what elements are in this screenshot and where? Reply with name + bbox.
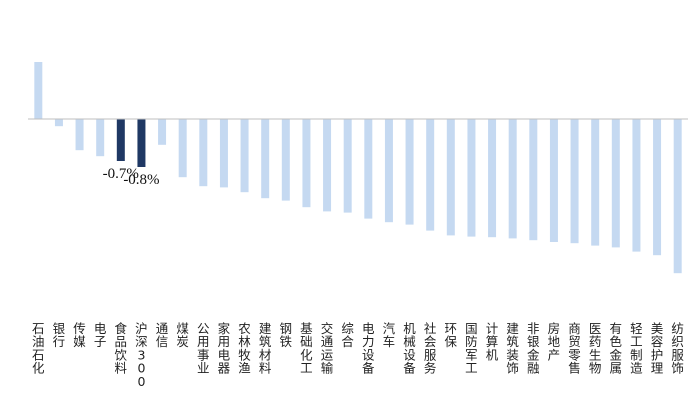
category-label: 综合 — [341, 321, 354, 349]
category-label: 公用事业 — [197, 321, 210, 376]
data-labels-group: -0.7%-0.8% — [103, 166, 160, 188]
data-label: -0.8% — [123, 172, 159, 188]
category-label: 医药生物 — [589, 321, 602, 376]
bar-电力设备 — [364, 119, 373, 219]
bar-建筑装饰 — [508, 119, 517, 239]
bar-机械设备 — [405, 119, 414, 225]
category-label: 食品饮料 — [115, 321, 128, 376]
bar-有色金属 — [611, 119, 620, 248]
category-label: 计算机 — [486, 321, 499, 362]
bar-公用事业 — [199, 119, 208, 187]
category-label: 沪深 3 0 0 — [135, 321, 148, 389]
category-label: 商贸零售 — [568, 321, 581, 376]
bar-纺织服饰 — [673, 119, 682, 274]
bar-传媒 — [75, 119, 84, 151]
bar-农林牧渔 — [240, 119, 249, 193]
category-label: 电子 — [94, 321, 107, 349]
bar-银行 — [54, 119, 63, 127]
bar-食品饮料 — [116, 119, 125, 161]
category-label: 社会服务 — [424, 321, 437, 376]
category-label: 建筑材料 — [259, 321, 272, 376]
category-label: 煤炭 — [176, 321, 189, 349]
category-label: 环保 — [445, 321, 458, 349]
category-label: 国防军工 — [465, 321, 478, 376]
bar-计算机 — [488, 119, 497, 238]
bar-非银金融 — [529, 119, 538, 241]
category-label: 非银金融 — [527, 321, 540, 376]
category-label: 银行 — [53, 321, 66, 349]
bar-轻工制造 — [632, 119, 641, 252]
data-label: -0.7% — [103, 166, 139, 182]
category-label: 基础化工 — [300, 321, 313, 376]
category-label: 房地产 — [548, 321, 561, 362]
bar-基础化工 — [302, 119, 311, 208]
category-label: 汽车 — [383, 321, 396, 349]
category-label: 钢铁 — [280, 321, 293, 349]
bar-沪深300 — [137, 119, 146, 167]
bar-美容护理 — [653, 119, 662, 256]
bar-家用电器 — [219, 119, 228, 188]
category-label: 电力设备 — [362, 321, 375, 376]
bar-建筑材料 — [261, 119, 270, 199]
bar-钢铁 — [281, 119, 290, 201]
bar-国防军工 — [467, 119, 476, 237]
bar-电子 — [96, 119, 105, 157]
bar-通信 — [158, 119, 167, 145]
category-label: 通信 — [156, 321, 169, 349]
bar-房地产 — [549, 119, 558, 242]
bars-group — [34, 62, 682, 274]
category-label: 机械设备 — [403, 321, 416, 376]
bar-交通运输 — [323, 119, 332, 212]
category-label: 家用电器 — [218, 321, 231, 376]
category-label: 纺织服饰 — [671, 321, 684, 376]
bar-医药生物 — [591, 119, 600, 246]
bar-石油石化 — [34, 62, 43, 119]
bar-煤炭 — [178, 119, 187, 178]
bar-商贸零售 — [570, 119, 579, 244]
bar-综合 — [343, 119, 352, 213]
category-label: 交通运输 — [321, 321, 334, 376]
category-label: 有色金属 — [610, 321, 623, 376]
bar-社会服务 — [426, 119, 435, 231]
category-label: 农林牧渔 — [238, 321, 251, 376]
category-label: 美容护理 — [651, 321, 664, 376]
category-label: 建筑装饰 — [506, 321, 519, 376]
category-label: 传媒 — [73, 321, 86, 349]
category-label: 轻工制造 — [630, 321, 643, 376]
bar-汽车 — [384, 119, 393, 223]
category-label: 石油石化 — [32, 321, 45, 376]
bar-环保 — [446, 119, 455, 236]
